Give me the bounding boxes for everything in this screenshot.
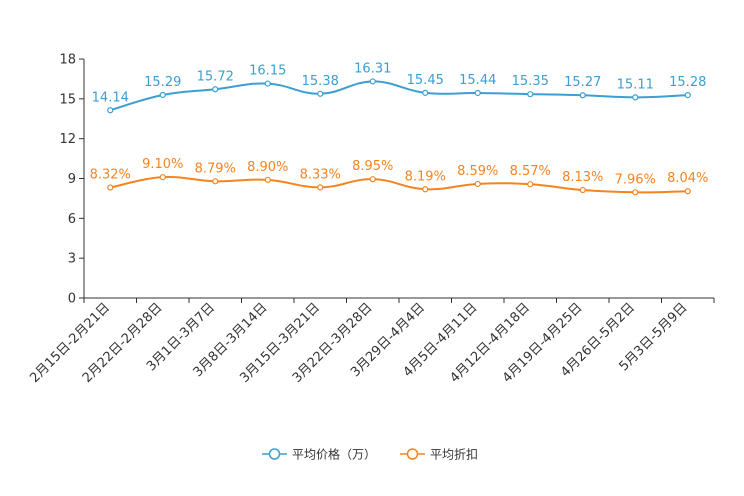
data-point[interactable]	[107, 107, 114, 114]
data-point[interactable]	[317, 90, 324, 97]
data-point[interactable]	[684, 188, 691, 195]
legend-marker-icon	[268, 448, 281, 460]
data-point[interactable]	[159, 174, 166, 181]
series-line	[109, 80, 688, 112]
legend-item-1[interactable]: 平均价格（万）	[262, 447, 376, 462]
data-label: 8.32%	[90, 168, 131, 183]
data-label: 15.44	[459, 73, 496, 88]
legend: 平均价格（万） 平均折扣	[262, 447, 478, 462]
data-label: 15.72	[197, 69, 234, 84]
data-point[interactable]	[107, 184, 114, 191]
y-tick-label: 18	[59, 53, 76, 68]
data-point[interactable]	[369, 78, 376, 85]
data-point[interactable]	[474, 89, 481, 97]
data-label: 15.29	[144, 75, 181, 90]
data-point[interactable]	[369, 176, 376, 183]
y-tick-label: 9	[68, 172, 76, 187]
data-label: 15.11	[617, 77, 654, 92]
data-point[interactable]	[474, 180, 481, 188]
x-axis: 2月15日-2月21日2月22日-2月28日3月1日-3月7日3月8日-3月14…	[27, 297, 715, 386]
data-label: 8.13%	[562, 170, 603, 185]
data-label: 15.35	[512, 74, 549, 89]
data-label: 16.15	[249, 64, 286, 79]
y-tick-label: 6	[68, 212, 76, 227]
data-label: 8.90%	[247, 160, 288, 175]
data-label: 9.10%	[142, 157, 183, 172]
legend-label: 平均价格（万）	[292, 447, 376, 462]
data-point[interactable]	[317, 184, 324, 191]
y-tick-label: 3	[68, 252, 76, 267]
data-label: 8.33%	[300, 167, 341, 182]
series-1: 14.14 15.29 15.72 16.15 15.38 16.31 15.45 15.44…	[92, 61, 706, 114]
data-point[interactable]	[527, 181, 534, 188]
data-label: 14.14	[92, 90, 129, 105]
data-point[interactable]	[159, 91, 166, 99]
y-tick-label: 15	[59, 92, 76, 107]
series-2: 8.32% 9.10% 8.79% 8.90% 8.33% 8.95% 8.19% 8.59%…	[90, 157, 708, 196]
data-point[interactable]	[684, 92, 691, 99]
data-label: 15.38	[302, 74, 339, 89]
data-point[interactable]	[264, 80, 271, 87]
data-point[interactable]	[632, 94, 639, 101]
data-label: 8.57%	[510, 164, 551, 179]
y-axis: 0 3 6 9 12 15 18	[59, 53, 85, 307]
data-point[interactable]	[212, 86, 219, 93]
series-line	[110, 175, 688, 194]
y-tick-label: 12	[59, 132, 76, 147]
legend-marker-icon	[406, 448, 419, 460]
data-point[interactable]	[579, 92, 586, 99]
data-label: 8.59%	[457, 164, 498, 179]
data-label: 15.27	[564, 75, 601, 90]
data-label: 15.45	[407, 73, 444, 88]
data-point[interactable]	[264, 176, 271, 183]
data-label: 8.19%	[405, 169, 446, 184]
data-point[interactable]	[212, 178, 219, 185]
series-layer: 14.14 15.29 15.72 16.15 15.38 16.31 15.45 15.44…	[90, 61, 708, 196]
data-label: 8.95%	[352, 159, 393, 174]
data-label: 8.79%	[195, 161, 236, 176]
data-label: 8.04%	[667, 171, 708, 186]
data-label: 16.31	[354, 61, 391, 76]
data-point[interactable]	[422, 186, 429, 193]
data-label: 7.96%	[615, 172, 656, 187]
data-point[interactable]	[579, 186, 586, 194]
y-tick-label: 0	[68, 292, 76, 307]
legend-item-2[interactable]: 平均折扣	[400, 447, 478, 462]
data-point[interactable]	[527, 91, 534, 98]
data-label: 15.28	[669, 75, 706, 90]
data-point[interactable]	[632, 189, 639, 196]
data-point[interactable]	[422, 89, 429, 96]
legend-label: 平均折扣	[430, 447, 478, 462]
